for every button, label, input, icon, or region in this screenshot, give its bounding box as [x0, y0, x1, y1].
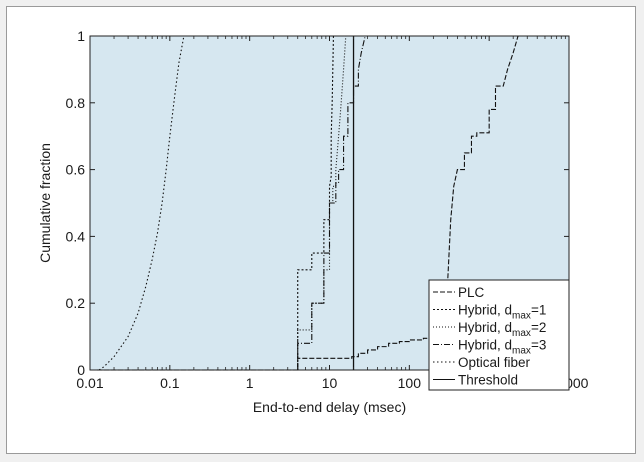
- y-tick-label: 1: [77, 28, 85, 44]
- x-tick-label: 100: [398, 375, 422, 391]
- y-tick-label: 0.2: [66, 295, 86, 311]
- legend-label: Threshold: [458, 373, 518, 388]
- series-line-optical-fiber: [98, 35, 185, 371]
- y-axis-label: Cumulative fraction: [37, 143, 53, 263]
- legend-label: Optical fiber: [458, 355, 531, 370]
- series-line-hybrid-dmax-2: [297, 35, 347, 370]
- legend-box: [428, 279, 570, 391]
- series-line-hybrid-dmax-3: [297, 35, 366, 370]
- x-tick-label: 0.1: [160, 375, 180, 391]
- legend-label: PLC: [458, 285, 485, 300]
- x-tick-label: 1: [246, 375, 254, 391]
- y-tick-label: 0.8: [66, 95, 86, 111]
- y-tick-label: 0.4: [66, 228, 86, 244]
- x-tick-label: 10: [322, 375, 338, 391]
- x-tick-label: 0.01: [76, 375, 103, 391]
- y-tick-label: 0.6: [66, 162, 86, 178]
- x-axis-label: End-to-end delay (msec): [253, 399, 406, 415]
- y-tick-label: 0: [77, 362, 85, 378]
